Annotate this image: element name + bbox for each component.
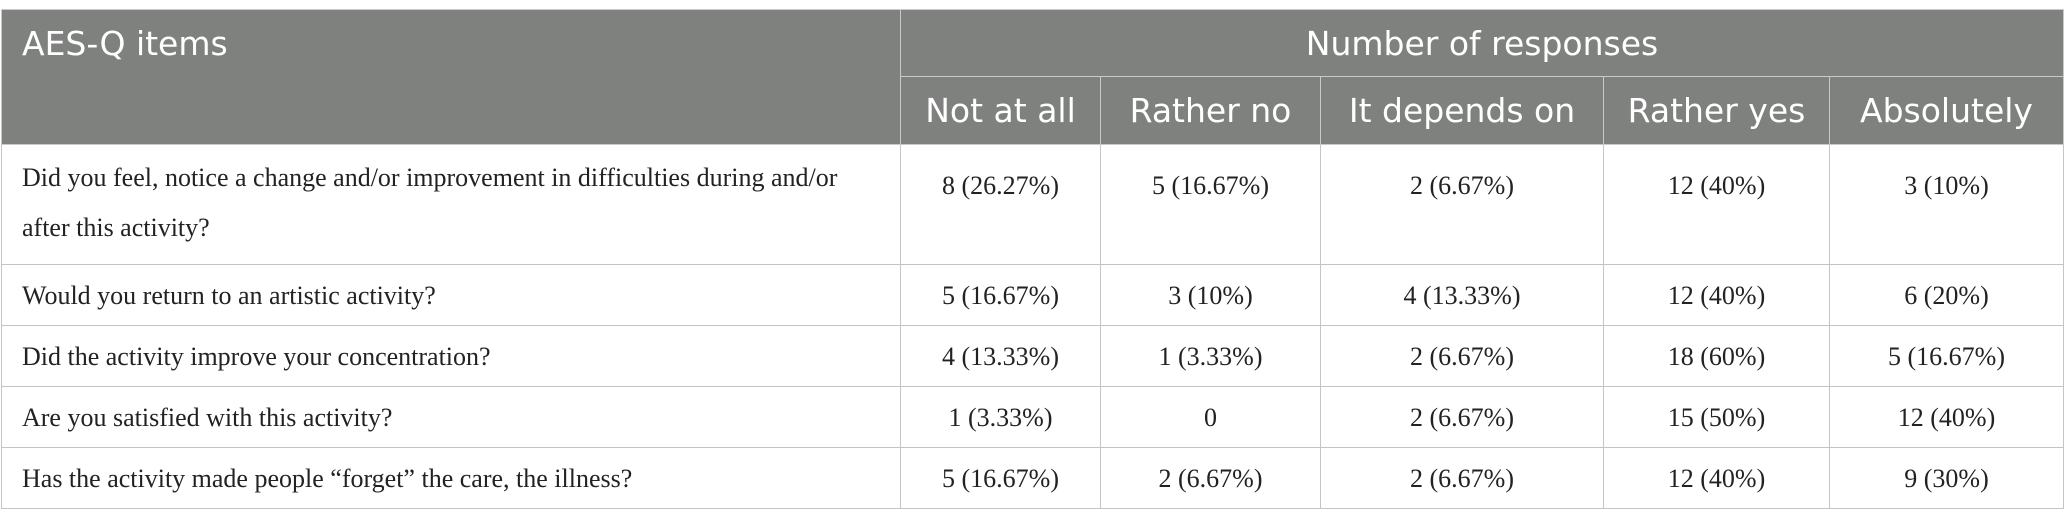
response-cell: 2 (6.67%)	[1320, 325, 1604, 387]
response-cell: 8 (26.27%)	[900, 144, 1101, 265]
table-body: Did you feel, notice a change and/or imp…	[1, 144, 2064, 509]
table-row: Did you feel, notice a change and/or imp…	[1, 144, 2064, 265]
response-cell: 4 (13.33%)	[900, 325, 1101, 387]
response-cell: 6 (20%)	[1829, 264, 2064, 326]
question-cell: Did you feel, notice a change and/or imp…	[1, 144, 901, 265]
response-cell: 1 (3.33%)	[900, 386, 1101, 448]
response-cell: 3 (10%)	[1829, 144, 2064, 265]
response-cell: 9 (30%)	[1829, 447, 2064, 509]
response-cell: 1 (3.33%)	[1100, 325, 1321, 387]
response-cell: 2 (6.67%)	[1320, 447, 1604, 509]
column-header: Rather no	[1100, 76, 1321, 145]
column-header: Rather yes	[1603, 76, 1830, 145]
response-cell: 12 (40%)	[1603, 264, 1830, 326]
header-row: Not at all Rather no It depends on Rather y…	[2, 76, 2064, 145]
response-cell: 5 (16.67%)	[1100, 144, 1321, 265]
question-cell: Are you satisfied with this activity?	[1, 386, 901, 448]
column-header: Absolutely	[1829, 76, 2064, 145]
response-cell: 12 (40%)	[1603, 144, 1830, 265]
response-cell: 4 (13.33%)	[1320, 264, 1604, 326]
question-cell: Did the activity improve your concentrat…	[1, 325, 901, 387]
question-cell: Has the activity made people “forget” th…	[1, 447, 901, 509]
table-row: Did the activity improve your concentrat…	[1, 325, 2064, 387]
table-wrapper: AES-Q items Number of responses Not at a…	[1, 9, 2064, 509]
table-row: Has the activity made people “forget” th…	[1, 447, 2064, 509]
table-row: Are you satisfied with this activity? 1 (…	[1, 386, 2064, 448]
response-cell: 18 (60%)	[1603, 325, 1830, 387]
header-cell: Number of responses	[900, 9, 2064, 77]
column-header: It depends on	[1320, 76, 1604, 145]
response-cell: 5 (16.67%)	[900, 264, 1101, 326]
header-row: AES-Q items Number of responses	[1, 9, 2064, 145]
question-cell: Would you return to an artistic activity…	[1, 264, 901, 326]
response-cell: 3 (10%)	[1100, 264, 1321, 326]
response-cell: 15 (50%)	[1603, 386, 1830, 448]
table-header: AES-Q items Number of responses Not at a…	[1, 9, 2064, 145]
response-cell: 12 (40%)	[1603, 447, 1830, 509]
table-row: Would you return to an artistic activity…	[1, 264, 2064, 326]
response-cell: 0	[1100, 386, 1321, 448]
response-cell: 2 (6.67%)	[1320, 386, 1604, 448]
response-cell: 2 (6.67%)	[1320, 144, 1604, 265]
response-cell: 12 (40%)	[1829, 386, 2064, 448]
response-cell: 5 (16.67%)	[900, 447, 1101, 509]
response-cell: 5 (16.67%)	[1829, 325, 2064, 387]
column-header: Not at all	[900, 76, 1101, 145]
table: AES-Q items Number of responses Not at a…	[1, 9, 2064, 509]
response-cell: 2 (6.67%)	[1100, 447, 1321, 509]
header-cell: AES-Q items	[1, 9, 901, 145]
